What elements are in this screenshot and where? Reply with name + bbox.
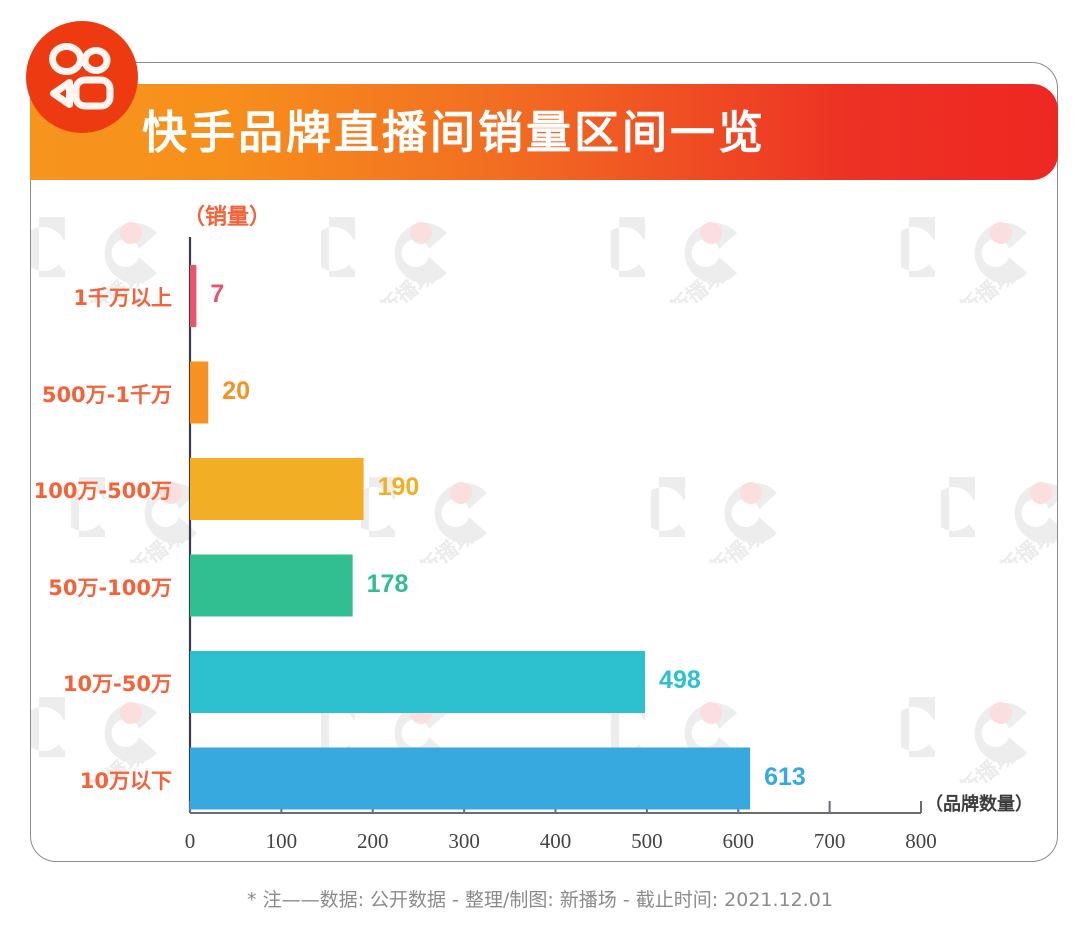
bar-value-label: 498 xyxy=(659,666,701,694)
bar xyxy=(190,458,364,520)
category-label: 500万-1千万 xyxy=(41,382,172,407)
category-label: 10万以下 xyxy=(79,768,172,793)
bar xyxy=(190,361,209,424)
x-tick-label: 800 xyxy=(905,829,937,853)
bar-value-label: 178 xyxy=(366,569,409,598)
category-label: 1千万以上 xyxy=(73,286,172,310)
kuaishou-logo-icon xyxy=(26,21,138,133)
x-tick-label: 300 xyxy=(448,829,480,853)
bar-value-label: 613 xyxy=(764,762,806,791)
x-axis-unit-label: （品牌数量） xyxy=(925,794,1033,815)
page-title: 快手品牌直播间销量区间一览 xyxy=(142,105,767,159)
bar-chart-plot xyxy=(188,237,922,814)
footer-note: * 注——数据: 公开数据 - 整理/制图: 新播场 - 截止时间: 2021.… xyxy=(247,889,833,911)
x-tick-label: 600 xyxy=(722,829,755,853)
bar xyxy=(190,651,646,713)
x-tick-label: 100 xyxy=(265,829,298,853)
bar xyxy=(190,265,197,327)
category-label: 50万-100万 xyxy=(48,575,172,600)
category-label: 10万-50万 xyxy=(62,672,172,696)
y-axis-unit-label: （销量） xyxy=(183,205,272,230)
bar-value-label: 20 xyxy=(222,376,251,405)
category-label: 100万-500万 xyxy=(33,479,172,503)
chart-card: 新播场新播场新播场新播场新播场新播场新播场新播场新播场新播场新播场新播场 71千… xyxy=(30,62,1058,862)
x-tick-label: 500 xyxy=(631,829,663,853)
x-tick-label: 700 xyxy=(813,829,846,853)
x-tick-label: 0 xyxy=(184,829,196,853)
bar xyxy=(190,747,751,810)
bar xyxy=(190,554,353,617)
x-tick-label: 400 xyxy=(539,829,572,853)
title-banner: 快手品牌直播间销量区间一览 xyxy=(30,84,1058,180)
x-tick-label: 200 xyxy=(357,829,389,853)
bar-value-label: 7 xyxy=(210,280,225,308)
bar-value-label: 190 xyxy=(377,473,420,501)
